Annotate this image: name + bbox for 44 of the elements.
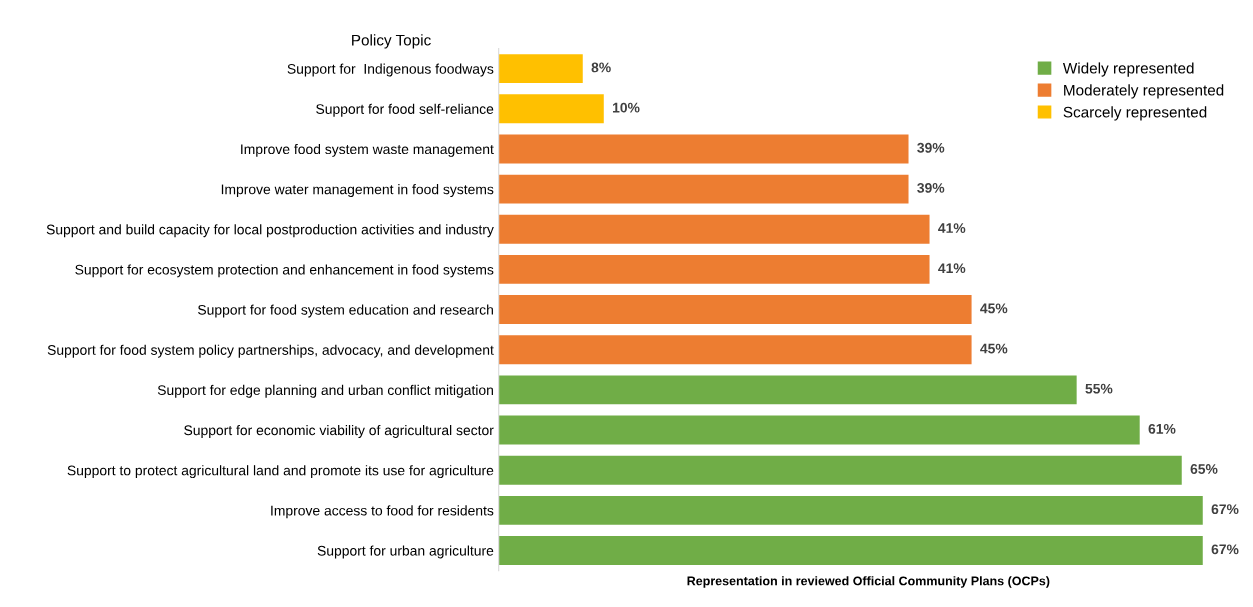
y-tick-label: Support for economic viability of agricultural sector bbox=[184, 425, 494, 438]
data-label: 55% bbox=[1085, 383, 1113, 394]
data-label: 8% bbox=[591, 62, 611, 73]
y-tick-label: Support for Indigenous foodways bbox=[287, 63, 494, 77]
data-label: 67% bbox=[1211, 504, 1239, 515]
bar bbox=[498, 295, 972, 325]
legend-label: Moderately represented bbox=[1064, 84, 1224, 99]
bar bbox=[498, 214, 930, 244]
bar bbox=[498, 536, 1203, 565]
x-axis-title: Representation in reviewed Official Community Plans (OCPs) bbox=[687, 576, 1050, 588]
y-tick-label: Support for food system policy partnerships, advocacy, and development bbox=[47, 344, 494, 358]
y-axis-title: Policy Topic bbox=[352, 34, 431, 49]
y-tick-label: Support for food system education and research bbox=[198, 304, 493, 318]
y-tick-label: Improve water management in food systems bbox=[221, 184, 494, 198]
bar bbox=[498, 455, 1182, 485]
bar bbox=[498, 54, 583, 84]
bar bbox=[498, 254, 930, 284]
data-label: 41% bbox=[938, 223, 966, 233]
bar bbox=[498, 134, 909, 164]
data-label: 10% bbox=[612, 102, 640, 113]
bar bbox=[498, 415, 1140, 445]
data-label: 67% bbox=[1211, 544, 1239, 555]
y-tick-label: Support for food self-reliance bbox=[316, 103, 494, 117]
data-label: 39% bbox=[917, 142, 945, 153]
bar bbox=[498, 94, 604, 124]
y-tick-label: Support for edge planning and urban conflict mitigation bbox=[157, 384, 493, 398]
bar bbox=[498, 375, 1077, 405]
data-label: 39% bbox=[917, 183, 945, 193]
y-tick-label: Support for ecosystem protection and enhancement in food systems bbox=[75, 264, 494, 278]
y-tick-label: Support to protect agricultural land and promote its use for agriculture bbox=[67, 465, 494, 479]
y-tick-label: Improve access to food for residents bbox=[271, 505, 494, 519]
data-label: 41% bbox=[938, 263, 966, 274]
y-tick-label: Improve food system waste management bbox=[241, 143, 494, 157]
data-label: 61% bbox=[1148, 423, 1176, 434]
legend-label: Scarcely represented bbox=[1063, 106, 1207, 121]
y-tick-label: Support for urban agriculture bbox=[317, 545, 494, 559]
bar bbox=[498, 174, 909, 204]
data-label: 45% bbox=[980, 343, 1008, 354]
data-label: 45% bbox=[980, 303, 1008, 314]
bar bbox=[498, 495, 1203, 525]
y-tick-label: Support and build capacity for local postproduction activities and industry bbox=[46, 224, 494, 238]
bar bbox=[498, 335, 972, 365]
data-label: 65% bbox=[1190, 464, 1218, 474]
legend-label: Widely represented bbox=[1062, 62, 1194, 77]
